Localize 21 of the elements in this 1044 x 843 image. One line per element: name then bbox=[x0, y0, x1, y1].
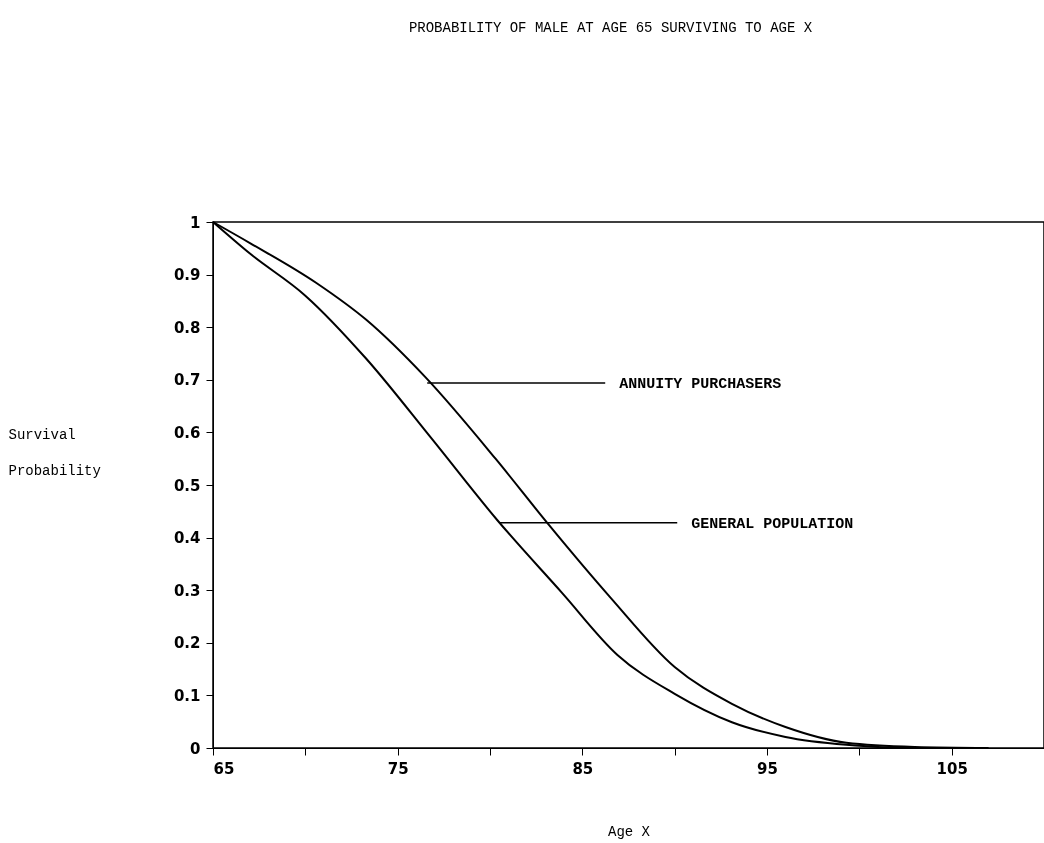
x-tick-label: 65 bbox=[213, 759, 235, 778]
y-tick-label: 0.1 bbox=[173, 686, 201, 705]
y-tick-label: 0.7 bbox=[173, 371, 201, 390]
y-tick-label: 0.9 bbox=[173, 266, 201, 285]
y-tick-label: 0.6 bbox=[173, 423, 201, 442]
x-tick-label: 105 bbox=[936, 759, 968, 778]
text: Survival Probability bbox=[8, 426, 101, 479]
x-tick-label: 75 bbox=[387, 759, 409, 778]
x-axis-title: Age X bbox=[607, 823, 651, 840]
y-tick-label: 0 bbox=[190, 739, 201, 758]
y-tick-label: 0.2 bbox=[173, 634, 201, 653]
y-tick-label: 0.5 bbox=[173, 476, 201, 495]
y-tick-label: 0.8 bbox=[173, 318, 201, 337]
y-tick-label: 0.4 bbox=[173, 529, 201, 548]
y-tick-label: 1 bbox=[190, 213, 201, 232]
annotation: ANNUITY PURCHASERS bbox=[619, 375, 782, 393]
annotation: GENERAL POPULATION bbox=[691, 515, 854, 533]
chart-title: PROBABILITY OF MALE AT AGE 65 SURVIVING TO AGE X bbox=[408, 20, 813, 36]
x-tick-label: 85 bbox=[572, 759, 594, 778]
y-tick-label: 0.3 bbox=[173, 581, 201, 600]
x-tick-label: 95 bbox=[757, 759, 778, 778]
